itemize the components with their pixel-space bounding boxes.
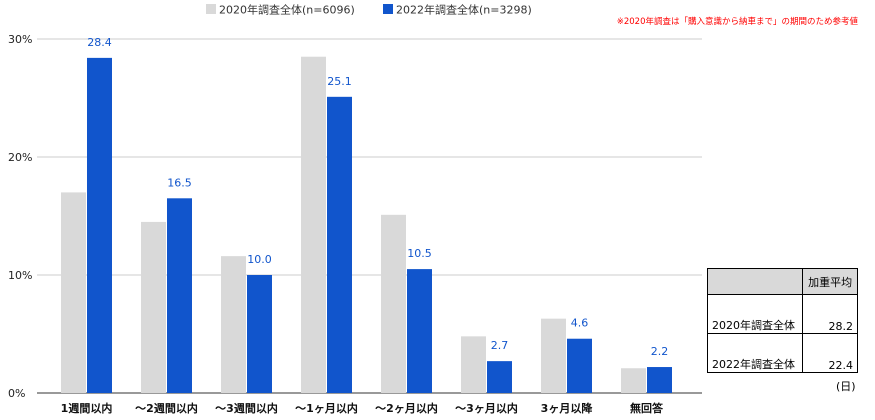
data-label: 28.4 xyxy=(87,36,112,49)
bar-series1 xyxy=(381,214,406,393)
data-label: 2.7 xyxy=(491,339,509,352)
legend-swatch xyxy=(383,4,393,14)
bar-series1 xyxy=(221,256,246,393)
bars xyxy=(61,56,672,393)
bar-series1 xyxy=(461,336,486,393)
bar-series2 xyxy=(567,338,592,393)
bar-series2 xyxy=(87,57,112,393)
table-row-value: 28.2 xyxy=(802,294,858,334)
y-tick-label: 30% xyxy=(8,33,32,46)
table-row-label: 2022年調査全体 xyxy=(706,333,804,373)
bar-series2 xyxy=(487,361,512,393)
table-row: 2020年調査全体 28.2 xyxy=(706,294,858,334)
data-labels: 28.4 16.5 10.0 25.1 10.5 2.7 4.6 2.2 xyxy=(87,36,668,358)
bar-series2 xyxy=(327,96,352,393)
table-unit-label: (日) xyxy=(836,380,856,393)
bar-series1 xyxy=(61,192,86,393)
data-label: 10.0 xyxy=(247,253,272,266)
x-tick-label: 無回答 xyxy=(630,401,664,415)
x-tick-label: ～2ヶ月以内 xyxy=(375,401,438,415)
table-header-weighted-average: 加重平均 xyxy=(802,268,858,295)
x-tick-label: ～3週間以内 xyxy=(215,401,278,415)
y-axis-ticks: 0% 10% 20% 30% xyxy=(8,33,32,400)
x-tick-label: 3ヶ月以降 xyxy=(541,401,594,415)
bar-series1 xyxy=(301,56,326,393)
bar-series2 xyxy=(167,198,192,393)
data-label: 25.1 xyxy=(327,75,352,88)
legend-label: 2022年調査全体(n=3298) xyxy=(396,3,532,17)
table-row-label: 2020年調査全体 xyxy=(706,294,804,334)
bar-series2 xyxy=(407,269,432,393)
bar-series1 xyxy=(541,318,566,393)
y-tick-label: 10% xyxy=(8,269,32,282)
data-label: 4.6 xyxy=(571,317,589,330)
x-tick-label: ～1ヶ月以内 xyxy=(295,401,358,415)
data-label: 2.2 xyxy=(651,345,669,358)
data-label: 16.5 xyxy=(167,176,192,189)
weighted-average-table: 加重平均 2020年調査全体 28.2 2022年調査全体 22.4 xyxy=(706,268,858,373)
y-tick-label: 0% xyxy=(8,387,25,400)
bar-series1 xyxy=(621,368,646,393)
bar-series1 xyxy=(141,221,166,393)
table-corner-cell xyxy=(706,268,804,295)
legend-swatch xyxy=(206,4,216,14)
x-tick-label: ～2週間以内 xyxy=(135,401,198,415)
y-tick-label: 20% xyxy=(8,151,32,164)
data-label: 10.5 xyxy=(407,247,432,260)
x-tick-label: ～3ヶ月以内 xyxy=(455,401,518,415)
legend-label: 2020年調査全体(n=6096) xyxy=(219,3,355,17)
x-tick-label: 1週間以内 xyxy=(61,401,113,415)
x-axis-ticks: 1週間以内 ～2週間以内 ～3週間以内 ～1ヶ月以内 ～2ヶ月以内 ～3ヶ月以内 3ヶ月以降… xyxy=(61,401,664,415)
gridlines xyxy=(37,38,702,394)
table-row-value: 22.4 xyxy=(802,333,858,373)
bar-series2 xyxy=(647,367,672,393)
table-row: 2022年調査全体 22.4 xyxy=(706,333,858,373)
legend: 2020年調査全体(n=6096) 2022年調査全体(n=3298) xyxy=(206,3,532,17)
chart-note: ※2020年調査は「購入意識から納車まで」の期間のため参考値 xyxy=(617,16,859,27)
bar-series2 xyxy=(247,275,272,393)
